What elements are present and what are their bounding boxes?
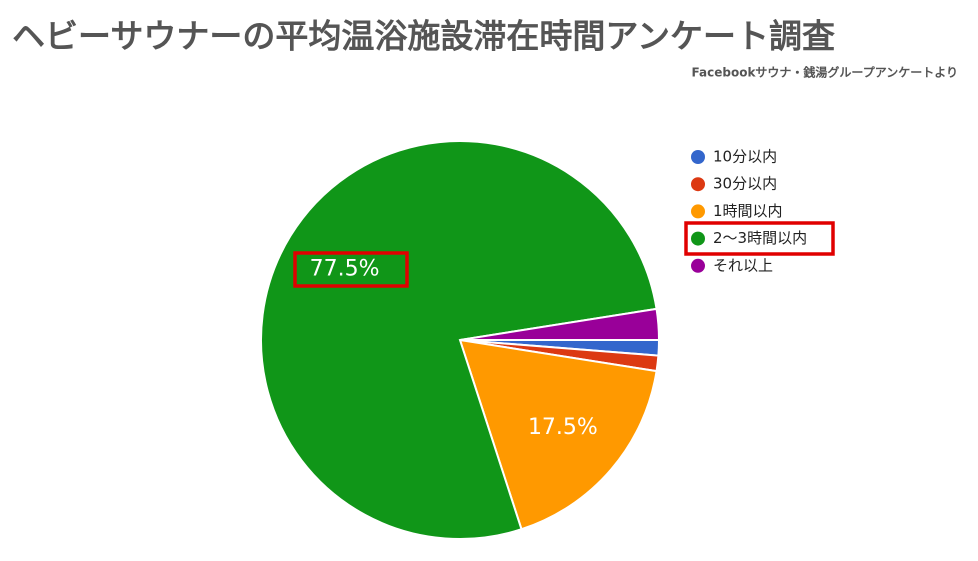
legend-label: 30分以内 — [713, 175, 777, 193]
highlight-box — [684, 221, 835, 256]
pie-slice — [458, 338, 658, 531]
data-label: 17.5% — [528, 415, 598, 440]
data-label: 77.5% — [310, 256, 380, 281]
legend-label: 1時間以内 — [713, 202, 783, 220]
legend-label: 10分以内 — [713, 148, 777, 166]
pie-slice — [459, 307, 661, 341]
legend-label: 2〜3時間以内 — [713, 229, 807, 247]
legend-marker — [691, 150, 705, 164]
chart-title: ヘビーサウナーの平均温浴施設滞在時間アンケート調査 — [12, 17, 835, 56]
pie: 17.5% 77.5% — [260, 140, 661, 540]
pie-slice — [260, 140, 658, 540]
highlight-box — [293, 251, 409, 288]
legend-marker — [691, 258, 705, 273]
legend-marker — [691, 177, 705, 192]
chart-subtitle: Facebookサウナ・銭湯グループアンケートより — [692, 65, 958, 80]
legend-label: それ以上 — [713, 256, 773, 274]
legend-marker — [691, 231, 705, 246]
legend-marker — [691, 204, 705, 219]
